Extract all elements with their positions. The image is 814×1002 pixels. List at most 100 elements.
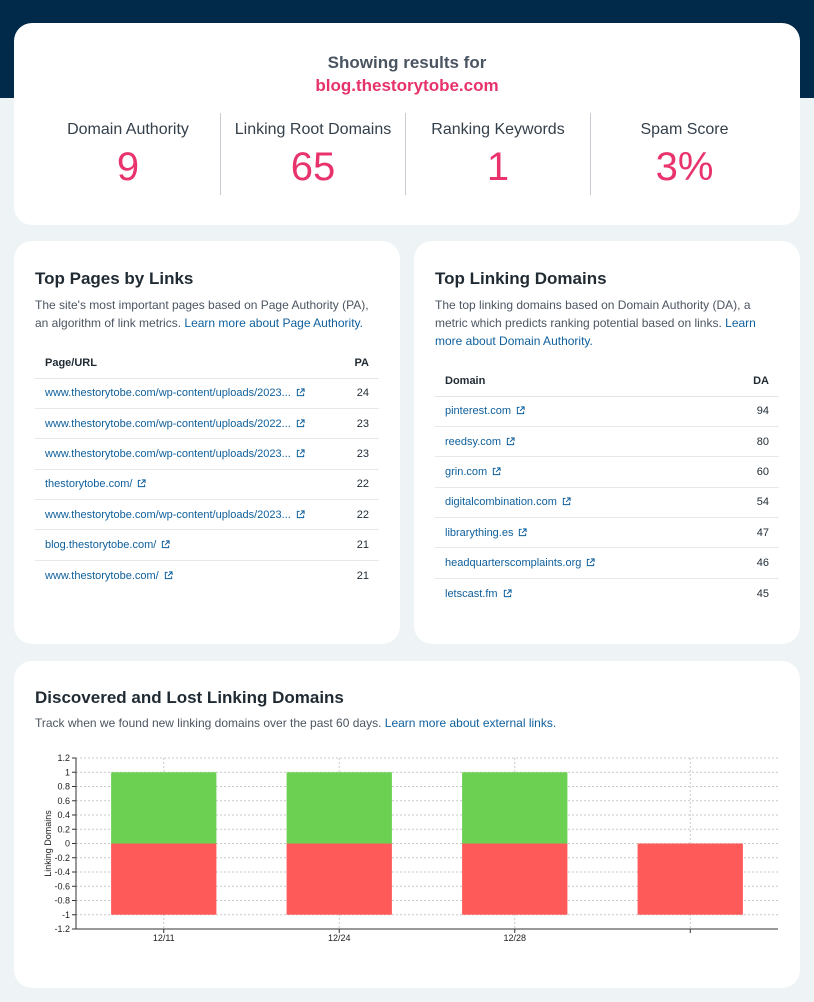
discovered-lost-title: Discovered and Lost Linking Domains	[35, 688, 344, 707]
discovered-lost-description: Track when we found new linking domains …	[35, 714, 775, 732]
description-text: The top linking domains based on Domain …	[435, 298, 751, 330]
table-row: www.thestorytobe.com/wp-content/uploads/…	[35, 378, 379, 409]
external-link-icon	[138, 479, 147, 488]
domain-link[interactable]: librarything.es	[445, 526, 514, 539]
lost-bar	[286, 843, 392, 915]
domain-authority-cell: 54	[719, 487, 779, 519]
page-url-cell[interactable]: www.thestorytobe.com/wp-content/uploads/…	[35, 408, 342, 440]
page-authority-cell: 21	[356, 569, 369, 582]
metric-label: Spam Score	[640, 121, 729, 138]
x-tick-label: 12/24	[328, 933, 351, 943]
page-url-cell[interactable]: www.thestorytobe.com/wp-content/uploads/…	[35, 378, 342, 409]
domain-cell[interactable]: librarything.es	[435, 517, 720, 549]
domain-cell[interactable]: letscast.fm	[435, 578, 719, 608]
domain-cell[interactable]: grin.com	[435, 456, 720, 488]
table-row: pinterest.com 94	[435, 396, 779, 427]
page-authority-cell: 22	[341, 499, 379, 531]
external-link-icon	[296, 388, 305, 397]
column-header-da[interactable]: DA	[719, 366, 779, 397]
external-link-icon	[493, 467, 501, 476]
external-link-icon	[296, 510, 305, 518]
column-header-url[interactable]: Page/URL	[35, 348, 342, 379]
metric-value: 65	[290, 145, 336, 189]
domain-link[interactable]: pinterest.com	[445, 405, 512, 418]
metric-ranking-keywords: Ranking Keywords 1	[406, 113, 591, 195]
page-url-cell[interactable]: www.thestorytobe.com/wp-content/uploads/…	[35, 499, 342, 531]
domain-authority-cell: 60	[719, 456, 779, 488]
metric-spam-score: Spam Score 3%	[592, 113, 777, 195]
description-text: Track when we found new linking domains …	[35, 716, 382, 730]
external-link-icon	[296, 449, 305, 458]
external-link-icon	[503, 589, 512, 597]
page-url-link[interactable]: thestorytobe.com/	[45, 478, 133, 491]
page-url-link[interactable]: www.thestorytobe.com/	[45, 569, 159, 582]
table-row: www.thestorytobe.com/wp-content/uploads/…	[35, 408, 379, 440]
queried-domain[interactable]: blog.thestorytobe.com	[315, 76, 499, 95]
page-url-cell[interactable]: blog.thestorytobe.com/	[35, 529, 342, 561]
y-tick-label: 0.4	[57, 810, 70, 820]
table-row: reedsy.com 80	[435, 426, 779, 458]
top-pages-description: The site's most important pages based on…	[35, 296, 385, 332]
y-tick-label: 0.6	[57, 796, 70, 806]
table-row: thestorytobe.com/22	[35, 469, 379, 501]
y-tick-label: -0.4	[54, 867, 70, 877]
domain-link[interactable]: grin.com	[445, 465, 488, 478]
domain-cell[interactable]: digitalcombination.com	[435, 487, 720, 519]
metric-value: 9	[116, 145, 140, 189]
external-link-icon	[296, 418, 305, 427]
page-url-cell[interactable]: www.thestorytobe.com/	[35, 560, 341, 590]
page-url-cell[interactable]: thestorytobe.com/	[35, 469, 342, 501]
domain-link[interactable]: digitalcombination.com	[445, 496, 557, 509]
table-header-row: Page/URL PA	[35, 348, 379, 379]
metric-label: Domain Authority	[67, 121, 189, 138]
discovered-bar	[286, 772, 392, 844]
lost-bar	[637, 843, 743, 915]
domain-link[interactable]: headquarterscomplaints.org	[445, 557, 582, 570]
table-row: grin.com 60	[435, 456, 779, 488]
page-url-link[interactable]: blog.thestorytobe.com/	[45, 539, 157, 552]
page-url-link[interactable]: www.thestorytobe.com/wp-content/uploads/…	[45, 387, 291, 400]
external-link-icon	[516, 406, 525, 415]
page-authority-cell: 23	[341, 408, 379, 440]
x-tick-label: 12/28	[503, 933, 526, 943]
page-url-link[interactable]: www.thestorytobe.com/wp-content/uploads/…	[45, 417, 291, 430]
table-row: www.thestorytobe.com/wp-content/uploads/…	[35, 438, 379, 470]
discovered-bar	[111, 772, 217, 844]
top-domains-table: Domain DA pinterest.com 94 reedsy.com 80 gri…	[435, 366, 779, 609]
y-tick-label: -0.2	[54, 853, 70, 863]
page-url-link[interactable]: www.thestorytobe.com/wp-content/uploads/…	[45, 447, 291, 460]
discovered-lost-card: Discovered and Lost Linking Domains Trac…	[14, 661, 800, 988]
external-link-icon	[519, 528, 528, 536]
domain-link[interactable]: letscast.fm	[445, 587, 498, 600]
top-pages-table: Page/URL PA www.thestorytobe.com/wp-cont…	[35, 348, 379, 591]
showing-results-label: Showing results for	[327, 53, 487, 72]
domain-authority-cell: 47	[719, 517, 779, 549]
page-url-link[interactable]: www.thestorytobe.com/wp-content/uploads/…	[45, 508, 291, 521]
top-domains-title: Top Linking Domains	[435, 269, 607, 288]
page-url-cell[interactable]: www.thestorytobe.com/wp-content/uploads/…	[35, 438, 342, 470]
page-authority-cell: 21	[341, 529, 379, 561]
domain-cell[interactable]: headquarterscomplaints.org	[435, 547, 720, 579]
column-header-pa[interactable]: PA	[341, 348, 379, 379]
lost-bar	[462, 843, 568, 915]
table-row: blog.thestorytobe.com/21	[35, 529, 379, 561]
metric-label: Linking Root Domains	[234, 121, 392, 138]
y-tick-label: -0.6	[54, 881, 70, 891]
x-tick-label: 12/11	[153, 933, 175, 943]
top-pages-title: Top Pages by Links	[35, 269, 194, 288]
column-header-domain[interactable]: Domain	[435, 366, 720, 397]
metric-value: 1	[486, 145, 510, 189]
learn-more-domain-authority-link[interactable]: Learn more about Domain Authority.	[435, 316, 756, 348]
domain-link[interactable]: reedsy.com	[445, 435, 502, 448]
page-authority-cell: 23	[341, 438, 379, 470]
page-authority-cell: 22	[341, 469, 379, 501]
y-tick-label: 0.2	[57, 824, 70, 834]
learn-more-page-authority-link[interactable]: Learn more about Page Authority.	[184, 316, 363, 330]
metric-linking-root-domains: Linking Root Domains 65	[221, 113, 406, 195]
domain-authority-cell: 80	[719, 426, 779, 458]
y-axis-label: Linking Domains	[43, 810, 53, 877]
y-tick-label: 0.8	[57, 782, 70, 792]
domain-cell[interactable]: reedsy.com	[435, 426, 720, 458]
learn-more-external-links-link[interactable]: Learn more about external links.	[384, 716, 557, 730]
domain-cell[interactable]: pinterest.com	[435, 396, 720, 427]
